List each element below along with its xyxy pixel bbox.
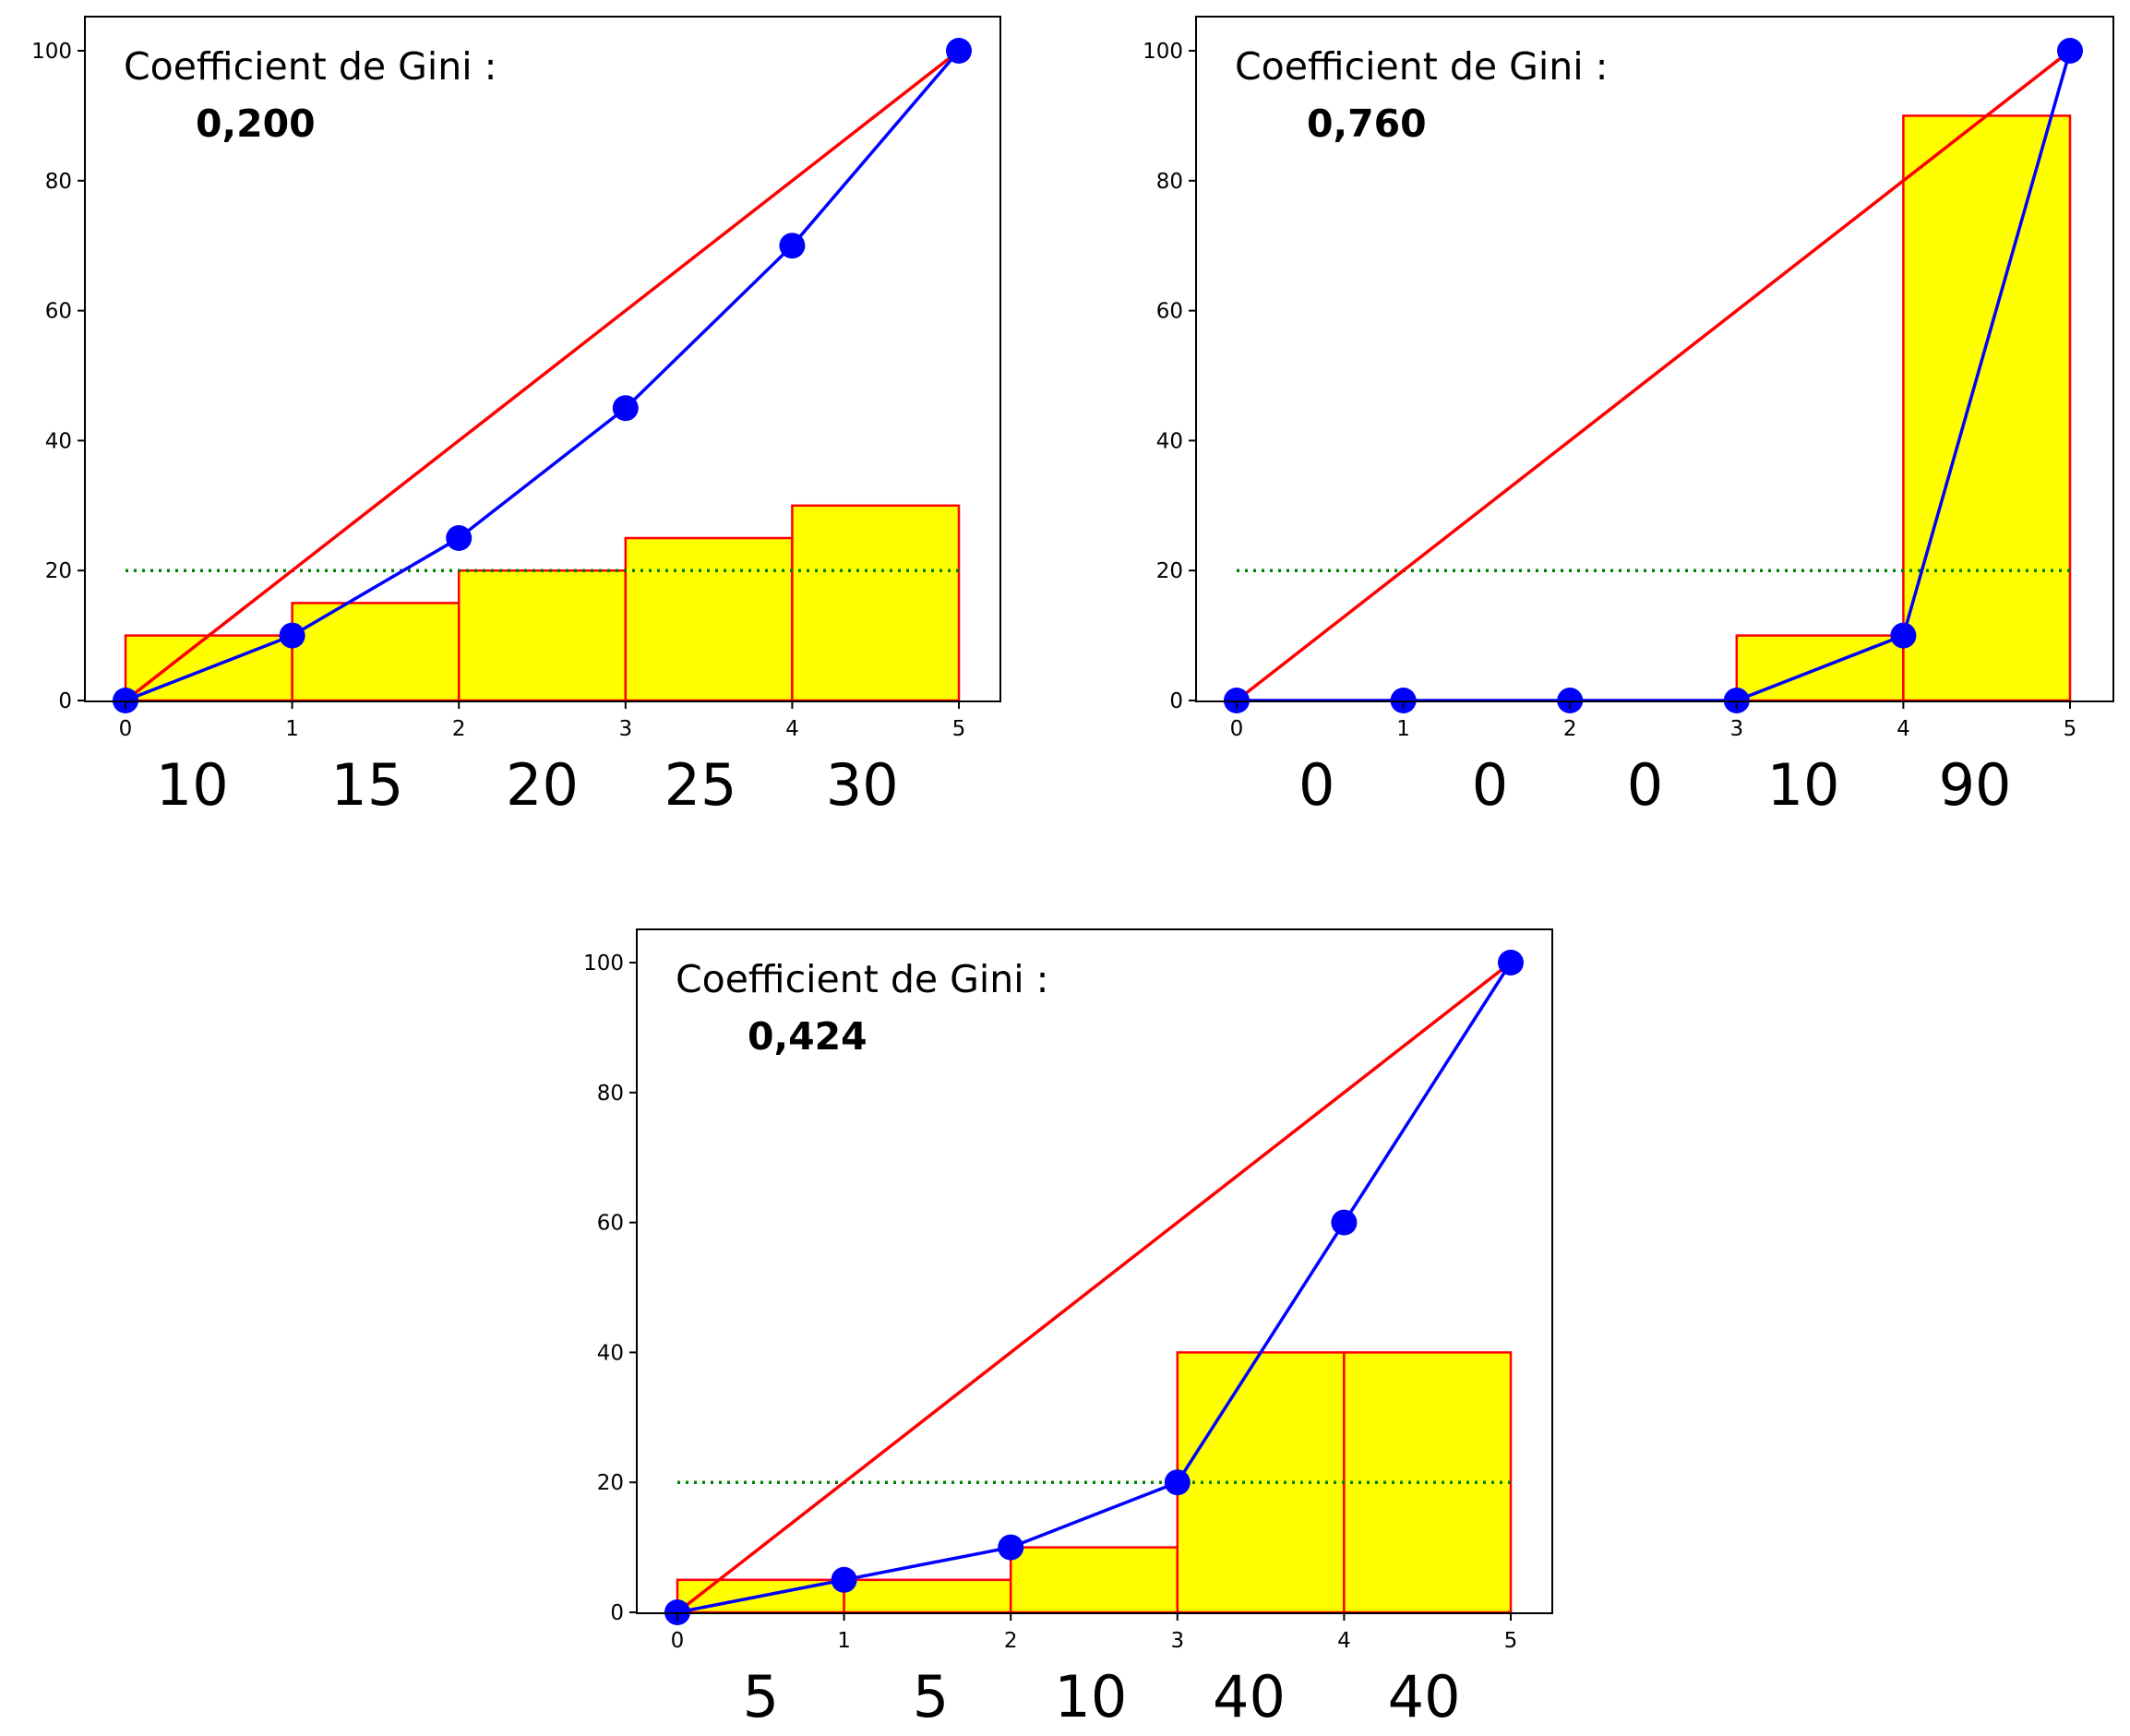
y-tick-label: 80: [597, 1082, 624, 1106]
y-tick-label: 40: [597, 1341, 624, 1365]
equality-line: [124, 49, 961, 702]
share-value-label: 25: [664, 751, 737, 819]
plot-frame: [1195, 16, 2114, 702]
lorenz-point: [946, 38, 972, 64]
lorenz-point: [446, 525, 473, 551]
share-bar: [791, 504, 961, 702]
x-tick-label: 3: [1170, 1629, 1184, 1653]
share-bar: [291, 602, 461, 702]
y-tick-label: 60: [1156, 300, 1183, 324]
chart-panel-3: 0 20 40 60 80 100 0 1 2 3 4 5 5 5 10 40 40 Coefficient de…: [583, 928, 1553, 1730]
y-tick-label: 80: [45, 170, 72, 194]
gini-coefficient-value: 0,760: [1307, 102, 1427, 146]
share-value-label: 0: [1298, 751, 1334, 819]
y-tick-label: 100: [583, 952, 624, 976]
share-bar: [1902, 114, 2072, 702]
x-tick-label: 1: [837, 1629, 851, 1653]
share-value-label: 5: [913, 1663, 949, 1730]
lorenz-point: [1164, 1469, 1191, 1496]
x-tick-label: 4: [785, 717, 799, 741]
y-tick-label: 100: [1143, 40, 1183, 64]
y-tick-label: 40: [1156, 429, 1183, 453]
lorenz-point: [612, 395, 639, 422]
share-value-label: 40: [1388, 1663, 1461, 1730]
x-tick-label: 1: [285, 717, 299, 741]
x-tick-label: 4: [1337, 1629, 1351, 1653]
equality-line: [676, 961, 1513, 1614]
equality-line: [1235, 49, 2072, 702]
lorenz-point: [779, 233, 806, 259]
y-tick-label: 100: [31, 40, 72, 64]
lorenz-point: [1498, 950, 1524, 976]
gini-coefficient-value: 0,200: [196, 102, 316, 146]
share-bar: [624, 536, 794, 702]
lorenz-curve: [676, 962, 1513, 1614]
share-value-label: 90: [1939, 751, 2012, 819]
share-value-label: 10: [1054, 1663, 1127, 1730]
x-tick-label: 5: [952, 717, 966, 741]
y-tick-label: 60: [597, 1212, 624, 1236]
y-tick-label: 0: [610, 1601, 624, 1625]
plot-frame: [636, 928, 1553, 1614]
y-tick-label: 40: [45, 429, 72, 453]
x-tick-label: 2: [1563, 717, 1577, 741]
share-value-label: 0: [1472, 751, 1508, 819]
share-value-label: 15: [330, 751, 403, 819]
x-tick-label: 0: [671, 1629, 685, 1653]
share-bar: [1009, 1546, 1179, 1614]
lorenz-point: [998, 1534, 1024, 1561]
x-tick-label: 0: [119, 717, 133, 741]
gini-annotation-label: Coefficient de Gini :: [1235, 44, 1609, 89]
share-value-label: 20: [506, 751, 579, 819]
y-tick-label: 20: [597, 1471, 624, 1495]
gini-annotation-label: Coefficient de Gini :: [124, 44, 497, 89]
y-tick-label: 60: [45, 300, 72, 324]
x-tick-label: 4: [1897, 717, 1910, 741]
share-value-label: 10: [1767, 751, 1840, 819]
x-tick-label: 1: [1396, 717, 1410, 741]
lorenz-curve: [125, 49, 961, 702]
y-tick-label: 0: [58, 689, 72, 713]
y-tick-label: 80: [1156, 170, 1183, 194]
x-tick-label: 3: [1729, 717, 1743, 741]
chart-panel-1: 0 20 40 60 80 100 0 1 2 3 4 5 10 15 20 25 30 Coefficient …: [31, 16, 1001, 819]
share-value-label: 0: [1627, 751, 1663, 819]
share-value-label: 40: [1213, 1663, 1286, 1730]
x-tick-label: 0: [1230, 717, 1244, 741]
x-tick-label: 5: [1504, 1629, 1518, 1653]
lorenz-point: [279, 622, 305, 649]
lorenz-point: [1890, 622, 1917, 649]
share-bar: [843, 1578, 1012, 1614]
share-value-label: 10: [156, 751, 229, 819]
x-tick-label: 2: [1004, 1629, 1018, 1653]
x-tick-label: 5: [2064, 717, 2077, 741]
share-value-label: 5: [743, 1663, 779, 1730]
lorenz-point: [2057, 38, 2083, 64]
share-bar: [457, 569, 628, 702]
lorenz-point: [1331, 1209, 1358, 1236]
share-value-label: 30: [826, 751, 899, 819]
chart-panel-2: 0 20 40 60 80 100 0 1 2 3 4 5 0 0 0 10 90 Coefficient de …: [1143, 16, 2114, 819]
x-tick-label: 2: [452, 717, 466, 741]
y-tick-label: 0: [1169, 689, 1183, 713]
y-tick-label: 20: [45, 559, 72, 583]
gini-annotation-label: Coefficient de Gini :: [676, 957, 1049, 1001]
plot-frame: [84, 16, 1001, 702]
lorenz-point: [831, 1566, 857, 1593]
gini-coefficient-value: 0,424: [748, 1014, 868, 1059]
y-tick-label: 20: [1156, 559, 1183, 583]
x-tick-label: 3: [618, 717, 632, 741]
